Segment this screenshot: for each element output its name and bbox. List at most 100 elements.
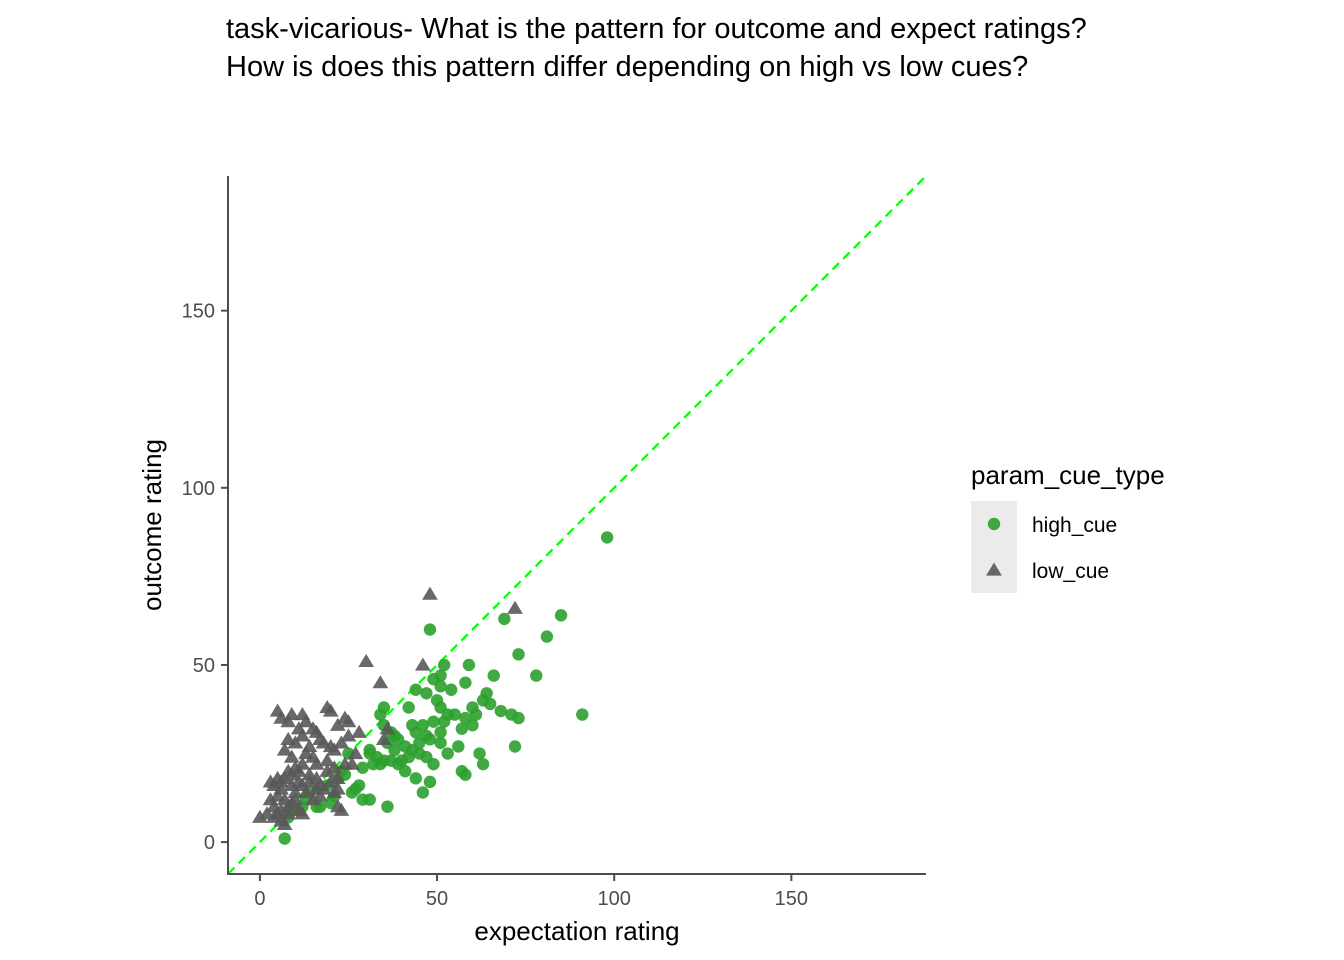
data-point-low-cue bbox=[322, 703, 339, 717]
data-point-low-cue bbox=[333, 735, 350, 749]
x-axis-title: expectation rating bbox=[474, 916, 679, 946]
data-point-low-cue bbox=[283, 707, 300, 721]
data-point-low-cue bbox=[290, 774, 307, 788]
data-point-low-cue bbox=[287, 792, 304, 806]
data-point-high-cue bbox=[483, 697, 497, 711]
data-point-high-cue bbox=[406, 718, 419, 732]
data-point-low-cue bbox=[308, 781, 325, 795]
data-point-low-cue bbox=[358, 653, 375, 668]
y-tick-label: 50 bbox=[193, 655, 215, 677]
data-point-high-cue bbox=[434, 726, 447, 739]
data-point-low-cue bbox=[283, 749, 300, 763]
data-point-high-cue bbox=[423, 623, 437, 636]
legend-key-low-cue bbox=[986, 562, 1002, 576]
y-tick-label: 150 bbox=[182, 301, 215, 323]
data-point-high-cue bbox=[540, 630, 554, 643]
data-point-high-cue bbox=[363, 747, 376, 760]
data-point-low-cue bbox=[262, 774, 279, 788]
legend-label-low-cue: low_cue bbox=[1032, 560, 1109, 583]
data-point-high-cue bbox=[416, 718, 430, 732]
data-point-high-cue bbox=[377, 701, 391, 714]
data-point-high-cue bbox=[427, 715, 440, 728]
legend-items: high_cue low_cue bbox=[986, 514, 1117, 583]
data-point-high-cue bbox=[409, 772, 422, 785]
axes: 0 50 100 150 0 50 100 150 bbox=[182, 176, 926, 910]
data-point-low-cue bbox=[276, 742, 293, 756]
data-point-low-cue bbox=[329, 717, 346, 731]
data-point-low-cue bbox=[351, 724, 367, 738]
data-point-high-cue bbox=[466, 718, 479, 732]
x-tick-label: 100 bbox=[598, 888, 631, 910]
data-point-high-cue bbox=[512, 711, 525, 725]
data-point-low-cue bbox=[347, 746, 364, 760]
data-point-low-cue bbox=[329, 770, 346, 784]
data-point-high-cue bbox=[391, 757, 405, 771]
data-point-high-cue bbox=[452, 740, 465, 753]
data-point-high-cue bbox=[374, 757, 387, 771]
data-point-low-cue bbox=[322, 774, 339, 788]
data-point-low-cue bbox=[298, 785, 314, 799]
data-point-low-cue bbox=[379, 721, 396, 735]
data-point-high-cue bbox=[441, 708, 454, 721]
chart-title-line-2: How is does this pattern differ dependin… bbox=[226, 51, 1029, 83]
data-point-high-cue bbox=[441, 747, 454, 760]
series-low-cue bbox=[252, 586, 523, 831]
data-point-low-cue bbox=[340, 714, 357, 728]
data-point-high-cue bbox=[494, 704, 508, 718]
data-point-high-cue bbox=[427, 757, 440, 771]
legend-title: param_cue_type bbox=[971, 460, 1165, 490]
data-point-low-cue bbox=[372, 675, 389, 689]
data-point-low-cue bbox=[305, 749, 321, 763]
data-point-high-cue bbox=[530, 669, 543, 682]
data-point-high-cue bbox=[381, 800, 394, 813]
data-point-low-cue bbox=[340, 728, 357, 742]
legend-label-high-cue: high_cue bbox=[1032, 514, 1117, 537]
data-point-low-cue bbox=[376, 731, 392, 745]
data-point-low-cue bbox=[252, 809, 268, 823]
data-point-high-cue bbox=[423, 775, 437, 789]
data-point-high-cue bbox=[416, 786, 430, 799]
data-point-high-cue bbox=[459, 676, 472, 689]
data-point-high-cue bbox=[476, 757, 490, 771]
data-point-low-cue bbox=[280, 714, 297, 728]
data-point-high-cue bbox=[576, 708, 589, 721]
plot-area bbox=[227, 175, 927, 875]
data-point-low-cue bbox=[422, 586, 438, 600]
data-point-high-cue bbox=[413, 736, 426, 750]
data-point-low-cue bbox=[298, 714, 314, 728]
data-point-low-cue bbox=[301, 774, 318, 788]
data-point-low-cue bbox=[329, 799, 346, 813]
data-point-high-cue bbox=[512, 648, 525, 661]
y-axis-title: outcome rating bbox=[137, 439, 167, 611]
data-point-low-cue bbox=[287, 735, 304, 749]
data-point-low-cue bbox=[280, 731, 297, 745]
data-point-high-cue bbox=[434, 680, 447, 693]
data-point-low-cue bbox=[326, 742, 343, 756]
data-point-high-cue bbox=[508, 740, 522, 753]
data-point-high-cue bbox=[402, 701, 415, 714]
data-point-low-cue bbox=[283, 767, 300, 781]
data-point-low-cue bbox=[301, 767, 318, 781]
data-point-high-cue bbox=[409, 683, 422, 696]
x-tick-label: 0 bbox=[254, 888, 265, 910]
data-point-low-cue bbox=[294, 728, 311, 742]
data-point-low-cue bbox=[266, 799, 282, 813]
data-point-low-cue bbox=[280, 806, 297, 820]
data-point-low-cue bbox=[319, 753, 336, 767]
data-point-high-cue bbox=[487, 669, 500, 682]
legend: param_cue_type high_cue low_cue bbox=[971, 460, 1165, 593]
data-point-high-cue bbox=[600, 531, 614, 544]
data-point-high-cue bbox=[434, 736, 447, 750]
data-point-high-cue bbox=[498, 612, 511, 626]
data-point-low-cue bbox=[308, 756, 325, 770]
x-tick-label: 50 bbox=[426, 888, 448, 910]
data-point-high-cue bbox=[462, 658, 476, 672]
y-tick-label: 100 bbox=[182, 478, 215, 500]
data-point-low-cue bbox=[326, 785, 343, 799]
data-point-high-cue bbox=[356, 761, 369, 774]
data-point-low-cue bbox=[269, 788, 286, 802]
data-point-high-cue bbox=[445, 683, 458, 696]
data-point-low-cue bbox=[287, 785, 304, 799]
x-tick-label: 150 bbox=[775, 888, 808, 910]
